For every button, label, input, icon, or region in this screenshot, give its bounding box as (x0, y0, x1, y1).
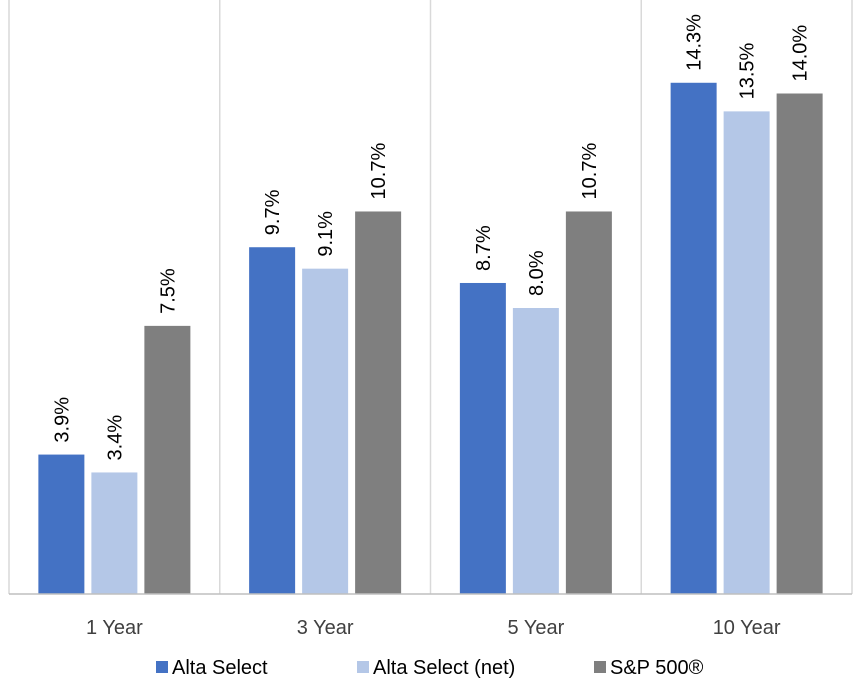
bar-alta-select-net-3-year (302, 268, 349, 594)
bar-alta-select-10-year (670, 82, 717, 595)
data-label-s-p-500-3-year: 10.7% (368, 143, 390, 200)
data-label-alta-select-net-5-year: 8.0% (526, 250, 548, 296)
data-label-alta-select-net-1-year: 3.4% (104, 415, 126, 461)
data-label-alta-select-5-year: 8.7% (473, 225, 495, 271)
legend: Alta Select Alta Select (net) S&P 500® (156, 657, 704, 679)
legend-swatch-s-p-500 (594, 661, 606, 673)
bar-alta-select-net-1-year (91, 472, 138, 594)
bar-s-p-500-3-year (355, 211, 402, 594)
bar-s-p-500-10-year (776, 93, 823, 594)
bar-s-p-500-1-year (144, 325, 191, 594)
bar-alta-select-1-year (38, 454, 85, 594)
data-label-s-p-500-10-year: 14.0% (790, 25, 812, 82)
data-label-s-p-500-5-year: 10.7% (579, 143, 601, 200)
data-label-alta-select-3-year: 9.7% (262, 189, 284, 235)
data-label-alta-select-net-3-year: 9.1% (315, 211, 337, 257)
bar-alta-select-5-year (459, 282, 506, 594)
bar-alta-select-3-year (249, 247, 296, 594)
bar-alta-select-net-10-year (723, 111, 770, 594)
bars (38, 82, 823, 595)
x-tick-label-1-year: 1 Year (86, 617, 143, 639)
bar-s-p-500-5-year (565, 211, 612, 594)
x-axis-tick-labels: 1 Year 3 Year 5 Year 10 Year (86, 617, 781, 639)
x-tick-label-10-year: 10 Year (713, 617, 781, 639)
x-tick-label-3-year: 3 Year (297, 617, 354, 639)
legend-swatch-alta-select-net (357, 661, 369, 673)
legend-label-alta-select: Alta Select (172, 657, 268, 679)
legend-swatch-alta-select (156, 661, 168, 673)
data-label-alta-select-1-year: 3.9% (51, 397, 73, 443)
data-label-alta-select-net-10-year: 13.5% (737, 42, 759, 99)
data-label-alta-select-10-year: 14.3% (684, 14, 706, 71)
legend-label-s-p-500: S&P 500® (610, 657, 704, 679)
bar-alta-select-net-5-year (512, 308, 559, 594)
legend-label-alta-select-net: Alta Select (net) (373, 657, 515, 679)
data-label-s-p-500-1-year: 7.5% (157, 268, 179, 314)
data-labels: 3.9% 3.4% 7.5% 9.7% 9.1% 10.7% 8.7% 8.0% 10.7% 14… (51, 14, 811, 461)
category-separators (8, 0, 853, 594)
x-tick-label-5-year: 5 Year (508, 617, 565, 639)
